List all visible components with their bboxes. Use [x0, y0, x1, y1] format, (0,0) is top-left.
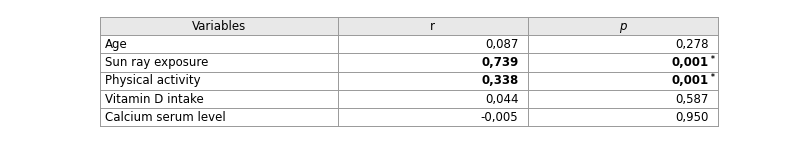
Text: Sun ray exposure: Sun ray exposure: [105, 56, 208, 69]
Text: 0,044: 0,044: [485, 93, 519, 106]
Text: r: r: [430, 20, 435, 33]
Text: 0,087: 0,087: [485, 38, 519, 51]
Text: 0,587: 0,587: [676, 93, 709, 106]
Text: 0,338: 0,338: [481, 74, 519, 87]
Text: Vitamin D intake: Vitamin D intake: [105, 93, 203, 106]
Text: Physical activity: Physical activity: [105, 74, 200, 87]
Text: 0,950: 0,950: [676, 111, 709, 124]
Text: -0,005: -0,005: [481, 111, 519, 124]
Text: 0,739: 0,739: [481, 56, 519, 69]
Bar: [100, 17, 718, 35]
Text: *: *: [711, 73, 715, 82]
Text: Variables: Variables: [192, 20, 246, 33]
Text: 0,001: 0,001: [672, 74, 709, 87]
Text: Age: Age: [105, 38, 128, 51]
Text: p: p: [619, 20, 626, 33]
Text: Calcium serum level: Calcium serum level: [105, 111, 226, 124]
Text: *: *: [711, 55, 715, 64]
Text: 0,001: 0,001: [672, 56, 709, 69]
Text: 0,278: 0,278: [675, 38, 709, 51]
